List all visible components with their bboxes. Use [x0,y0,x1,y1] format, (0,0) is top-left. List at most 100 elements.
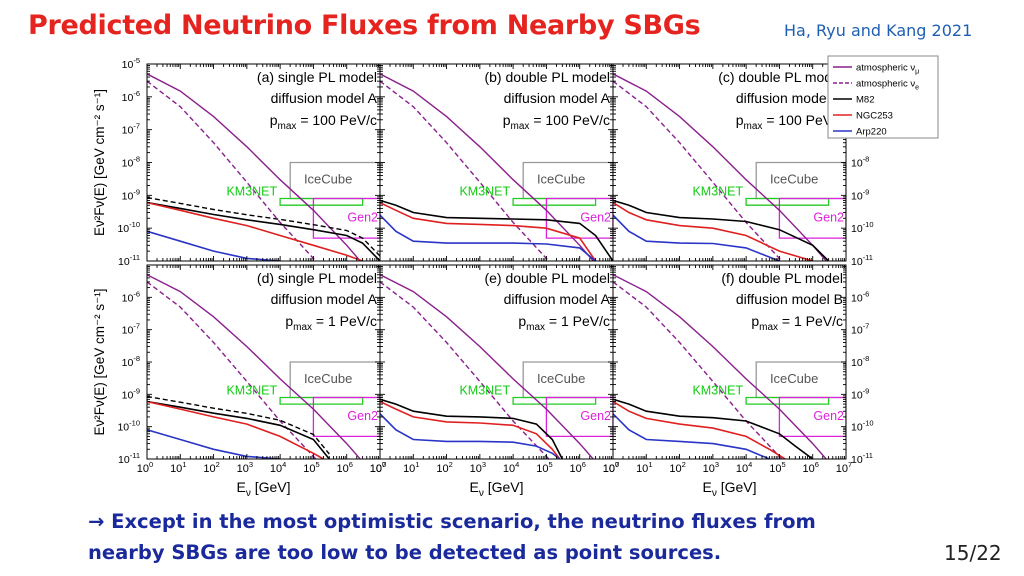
km3net-region [512,396,597,405]
atmospheric-numu-line [613,274,828,459]
series-arp220-line [613,214,780,261]
gen2-region [545,197,613,239]
km3net-label: KM3NET [692,383,743,397]
x-tick-label: 100 [603,460,619,475]
icecube-label: IceCube [304,371,352,386]
icecube-region [289,161,380,200]
panel-pmax: pmax = 100 PeV/c [503,112,610,132]
panel-e: IceCube KM3NET Gen2 (e) double PL model diff… [379,264,614,460]
tick-base: 10 [137,463,149,475]
panel-model: diffusion model A [504,291,611,307]
tick-exponent: 2 [682,460,686,469]
tick-exponent: -10 [863,220,874,229]
x-tick-label: 101 [170,460,186,475]
tick-exponent: 2 [216,460,220,469]
pmax-symbol: p [518,313,526,329]
panel-pmax: pmax = 100 PeV/c [270,112,377,132]
gen2-region [545,396,613,438]
tick-base: 10 [603,463,615,475]
pmax-value: = 100 PeV/c [529,112,610,128]
series-arp220-line [380,214,597,261]
panel-pmax: pmax = 1 PeV/c [285,313,377,333]
tick-exponent: -10 [129,419,140,428]
x-tick-label: 100 [370,460,386,475]
tick-exponent: 2 [449,460,453,469]
tick-base: 10 [270,463,282,475]
tick-exponent: -9 [133,386,140,395]
tick-base: 10 [122,190,134,202]
gen2-label: Gen2 [347,409,378,423]
tick-exponent: 4 [515,460,519,469]
tick-base: 10 [403,463,415,475]
km3net-label: KM3NET [692,185,743,199]
xlabel-unit: [GeV] [484,479,524,495]
icecube-label: IceCube [770,371,818,386]
tick-base: 10 [203,463,215,475]
y-axis-label: Eν²Fν(E) [GeV cm⁻² s⁻¹] [92,89,107,236]
km3net-label: KM3NET [226,383,277,397]
tick-base: 10 [851,422,863,434]
tick-base: 10 [851,357,863,369]
tick-exponent: 1 [415,460,419,469]
tick-exponent: -7 [133,122,140,131]
tick-base: 10 [370,463,382,475]
pmax-symbol: p [751,313,759,329]
x-tick-label: 105 [303,460,319,475]
legend-text: M82 [856,95,874,106]
pmax-subscript: max [511,121,530,132]
tick-exponent: -9 [863,187,870,196]
tick-base: 10 [836,463,848,475]
panel-model: diffusion model A [271,291,378,307]
km3net-region [279,396,364,405]
tick-exponent: -8 [863,155,870,164]
panel-label: (b) double PL model [484,69,610,85]
km3net-region [279,197,364,206]
gen2-region [778,197,846,239]
y-tick-label: 10-11 [118,253,140,268]
x-tick-label: 101 [636,460,652,475]
pmax-value: = 1 PeV/c [312,313,377,329]
tick-base: 10 [118,256,130,268]
panel-label: (c) double PL model [718,69,843,85]
icecube-region [522,361,613,399]
tick-exponent: -8 [133,354,140,363]
gen2-label: Gen2 [347,210,378,224]
tick-base: 10 [851,256,863,268]
tick-exponent: 7 [382,460,386,469]
x-tick-label: 106 [803,460,819,475]
tick-base: 10 [769,463,781,475]
tick-base: 10 [237,463,249,475]
x-tick-label: 102 [203,460,219,475]
tick-exponent: 0 [149,460,153,469]
pmax-symbol: p [285,313,293,329]
m82-dashed-line [147,196,380,257]
pmax-subscript: max [278,121,297,132]
series-ngc253-line [613,201,813,261]
series-m82-line [147,400,330,459]
pmax-subscript: max [526,322,545,333]
panel-model: diffusion model A [504,90,611,106]
tick-exponent: -6 [133,89,140,98]
legend-text: atmospheric ν [856,79,915,90]
tick-exponent: -6 [863,289,870,298]
tick-exponent: 3 [715,460,719,469]
series-arp220-line [380,413,561,459]
y-tick-label: 10-10 [851,419,874,434]
tick-exponent: 5 [548,460,552,469]
panel-f: IceCube KM3NET Gen2 (f) double PL model diff… [612,264,847,460]
tick-base: 10 [117,422,129,434]
tick-exponent: -11 [863,253,873,262]
tick-exponent: -10 [863,419,874,428]
tick-base: 10 [851,325,863,337]
y-tick-label: 10-10 [117,220,140,235]
y-tick-label: 10-8 [851,155,869,170]
tick-exponent: 3 [482,460,486,469]
legend-label: NGC253 [856,111,893,122]
icecube-region [755,361,846,399]
y-tick-label: 10-9 [851,386,869,401]
tick-exponent: 1 [648,460,652,469]
icecube-label: IceCube [304,172,352,187]
tick-exponent: 1 [182,460,186,469]
y-tick-label: 10-7 [851,322,869,337]
series-m82-line [613,398,814,459]
